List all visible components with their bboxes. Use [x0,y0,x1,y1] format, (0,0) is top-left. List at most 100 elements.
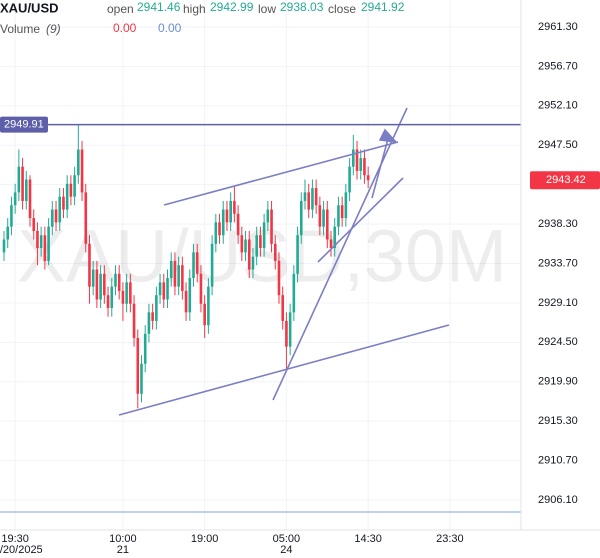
candle-body [266,209,270,223]
candle-body [251,256,255,270]
candle-body [169,260,173,279]
candle-body [32,218,36,231]
candle-body [203,303,206,326]
hline-tag [0,116,48,133]
x-date-label: 02/20/2025 [0,544,43,556]
candle-body [329,239,333,249]
x-tick-label: 05:00 [273,533,301,545]
trend-line [317,177,404,263]
candle-body [62,196,65,210]
horizontal-line: 2949.91 [0,116,521,133]
candle-body [117,273,121,291]
candle-body [247,239,251,270]
candle-body [340,205,344,219]
y-tick-label: 2929.10 [538,297,578,309]
y-tick-label: 2961.30 [538,21,578,33]
candle-body [143,333,147,364]
candle-body [210,243,214,287]
candle-body [65,183,69,210]
candle-body [218,222,221,236]
candle-body [69,183,73,197]
candle-body [281,295,284,321]
candle-body [255,235,258,257]
candle-body [54,209,58,223]
candle-body [188,278,192,313]
y-tick-label: 2952.10 [538,100,578,112]
candle-body [106,295,110,309]
candle-body [99,273,102,300]
candle-body [121,290,125,304]
field-name: low [258,2,276,16]
candle-body [28,179,32,219]
candle-body [259,235,262,249]
y-tick-label: 2910.70 [538,454,578,466]
y-tick-label: 2947.50 [538,139,578,151]
candle-body [173,260,177,287]
field-value: 2941.92 [361,0,405,14]
candle-body [158,282,162,296]
candle-body [225,209,229,223]
volume-label: Volume [0,22,40,36]
candle-body [344,192,348,219]
candle-body [151,312,154,321]
last-price-tag [530,171,600,190]
candle-body [288,312,292,347]
header: XAU/USD open 2941.46 high 2942.99 low 29… [0,0,405,36]
price-tags: 2943.42 [530,171,600,190]
candle-body [110,286,114,309]
x-date-label: 24 [280,544,292,556]
candle-body [311,188,314,210]
field-value: 2938.03 [280,0,324,14]
candle-body [13,192,17,206]
candle-body [199,273,203,304]
trend-line [163,141,399,206]
last-price-label: 2943.42 [546,174,586,186]
candle-body [352,149,355,167]
x-tick-label: 23:30 [436,533,464,545]
candle-body [285,320,288,347]
candle-body [322,209,325,227]
candle-body [195,252,199,274]
trend-line [272,107,408,401]
candle-body [6,226,10,240]
arrow-head [378,128,399,144]
arrow-line [371,134,390,199]
candle-body [355,149,359,171]
drawings [118,107,450,416]
candle-body [229,200,232,223]
watermark: XAU/USD,30M [17,215,507,298]
candle-body [95,269,99,300]
candle-body [296,235,299,274]
candle-body [240,235,244,253]
candle-body [73,175,76,197]
candle-body [277,260,281,296]
field-name: high [183,2,206,16]
candle-body [125,282,128,304]
candle-body [136,338,140,394]
candle-body [181,265,184,291]
field-value: 2942.99 [210,0,254,14]
candles [2,124,370,409]
candle-body [103,273,106,296]
candle-body [184,290,188,313]
candle-body [88,243,91,287]
candle-body [233,200,236,214]
y-tick-label: 2938.30 [538,218,578,230]
candle-body [162,282,166,300]
candle-body [51,209,54,227]
candle-body [91,269,95,287]
candle-body [140,363,143,394]
y-tick-label: 2924.50 [538,336,578,348]
candle-body [132,303,136,339]
candle-body [262,222,266,249]
candle-body [58,196,62,223]
candle-body [221,209,225,236]
candle-body [273,243,277,261]
field-value: 2941.46 [137,0,181,14]
candle-body [39,235,43,249]
symbol: XAU/USD [0,0,59,15]
candle-body [292,273,296,313]
candle-body [17,166,21,193]
candle-body [114,273,117,287]
